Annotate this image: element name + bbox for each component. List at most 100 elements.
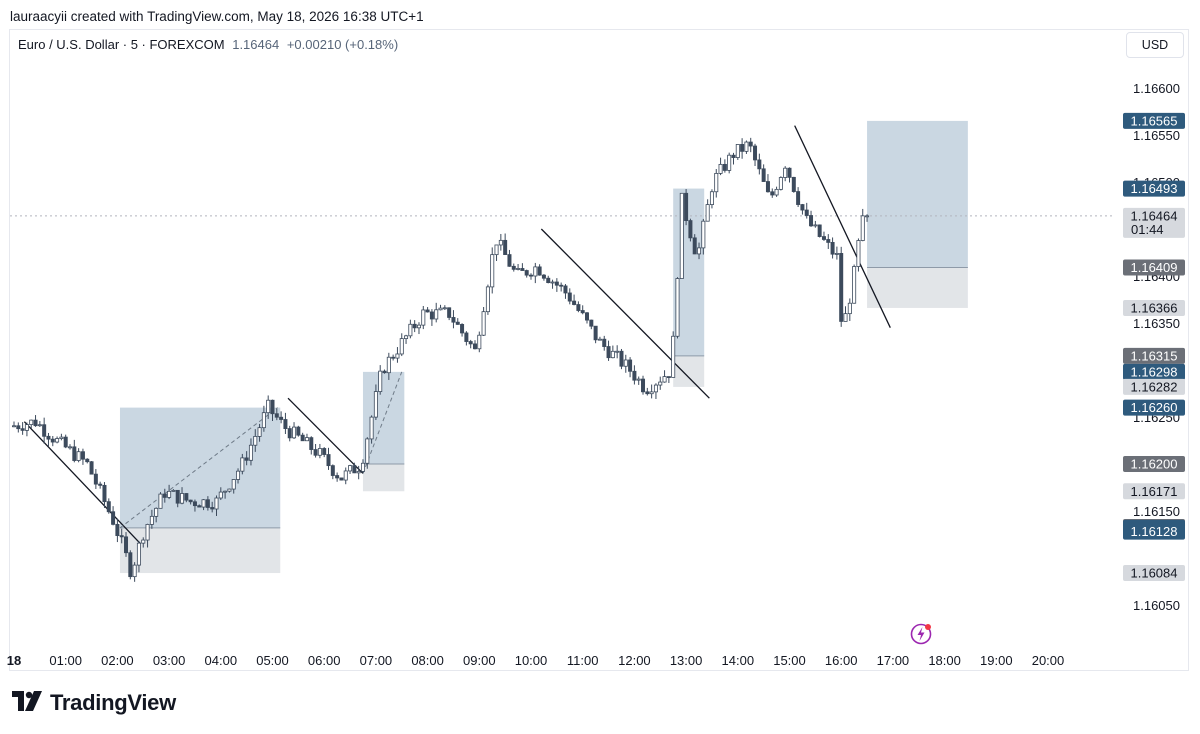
candle-body bbox=[692, 237, 697, 255]
candle-body bbox=[511, 265, 516, 270]
candle-body bbox=[37, 424, 42, 427]
price-label-text: 1.16493 bbox=[1131, 181, 1178, 196]
candle-body bbox=[675, 278, 680, 337]
price-label-text: 1.16171 bbox=[1131, 484, 1178, 499]
candle-body bbox=[348, 465, 353, 472]
candle-body bbox=[257, 427, 262, 437]
projection-path bbox=[119, 407, 278, 529]
candle-body bbox=[399, 338, 404, 355]
stop-zone[interactable] bbox=[119, 527, 281, 574]
candle-body bbox=[572, 300, 577, 305]
x-tick-label: 01:00 bbox=[49, 653, 82, 668]
candle-body bbox=[619, 350, 624, 367]
candle-body bbox=[300, 434, 305, 442]
x-tick-label: 03:00 bbox=[153, 653, 186, 668]
price-label-text: 1.16409 bbox=[1131, 260, 1178, 275]
candle-body bbox=[29, 419, 34, 426]
trendline[interactable] bbox=[540, 228, 710, 399]
candle-body bbox=[834, 253, 839, 255]
flash-icon[interactable] bbox=[910, 622, 934, 651]
candle-body bbox=[111, 511, 116, 525]
candle-body bbox=[223, 490, 228, 493]
x-tick-label: 09:00 bbox=[463, 653, 496, 668]
candle-body bbox=[567, 292, 572, 302]
candle-body bbox=[679, 192, 684, 279]
candle-body bbox=[783, 167, 788, 178]
candle-body bbox=[296, 426, 301, 436]
y-tick-label: 1.16150 bbox=[1133, 504, 1180, 519]
price-label bbox=[1123, 207, 1185, 238]
candle-body bbox=[24, 424, 29, 431]
candle-body bbox=[408, 323, 413, 337]
x-tick-label: 11:00 bbox=[567, 653, 599, 668]
candle-body bbox=[158, 493, 163, 509]
candle-body bbox=[796, 191, 801, 205]
candle-body bbox=[533, 266, 538, 277]
stop-zone[interactable] bbox=[867, 267, 968, 308]
candle-body bbox=[460, 324, 465, 334]
candle-body bbox=[438, 307, 443, 311]
candle-body bbox=[472, 343, 477, 350]
candle-body bbox=[649, 391, 654, 395]
tradingview-brand[interactable]: TradingView bbox=[12, 690, 176, 716]
currency-button[interactable]: USD bbox=[1126, 32, 1184, 58]
candle-body bbox=[42, 424, 47, 437]
symbol-legend[interactable]: Euro / U.S. Dollar · 5 · FOREXCOM 1.1646… bbox=[18, 37, 398, 52]
candle-body bbox=[520, 268, 525, 271]
candle-body bbox=[800, 204, 805, 211]
candle-body bbox=[507, 254, 512, 267]
candle-body bbox=[641, 378, 646, 393]
candle-body bbox=[210, 507, 215, 510]
candle-body bbox=[175, 489, 180, 504]
price-label bbox=[1123, 483, 1185, 500]
candle-body bbox=[369, 416, 374, 440]
candle-body bbox=[442, 307, 447, 310]
target-zone[interactable] bbox=[867, 120, 968, 268]
candle-body bbox=[576, 304, 581, 311]
trendline[interactable] bbox=[287, 397, 364, 474]
x-tick-label: 17:00 bbox=[877, 653, 910, 668]
candle-body bbox=[360, 462, 365, 472]
candle-body bbox=[731, 154, 736, 158]
stop-zone[interactable] bbox=[362, 464, 405, 492]
price-label bbox=[1123, 378, 1185, 395]
candle-body bbox=[666, 376, 671, 378]
candle-body bbox=[240, 457, 245, 472]
candle-body bbox=[322, 448, 327, 455]
x-tick-label: 02:00 bbox=[101, 653, 134, 668]
candle-body bbox=[270, 399, 275, 415]
price-label-text: 1.16366 bbox=[1131, 300, 1178, 315]
candle-body bbox=[494, 244, 499, 256]
candle-body bbox=[386, 356, 391, 374]
candle-body bbox=[550, 281, 555, 284]
candle-body bbox=[141, 539, 146, 544]
trendline[interactable] bbox=[794, 125, 891, 328]
candle-body bbox=[628, 359, 633, 372]
candle-body bbox=[68, 446, 73, 449]
candle-body bbox=[688, 220, 693, 239]
candle-body bbox=[856, 240, 861, 267]
candle-body bbox=[765, 181, 770, 193]
candle-body bbox=[455, 321, 460, 325]
candle-body bbox=[343, 470, 348, 481]
target-zone[interactable] bbox=[119, 407, 281, 528]
candle-body bbox=[813, 224, 818, 227]
candle-body bbox=[615, 350, 620, 353]
x-tick-label: 12:00 bbox=[618, 653, 651, 668]
candle-body bbox=[429, 311, 434, 320]
candle-body bbox=[136, 542, 141, 566]
x-tick-label: 14:00 bbox=[722, 653, 755, 668]
stop-zone[interactable] bbox=[673, 355, 705, 387]
y-tick-label: 1.16050 bbox=[1133, 598, 1180, 613]
candle-body bbox=[55, 438, 60, 443]
candle-body bbox=[395, 353, 400, 359]
x-tick-label: 18 bbox=[7, 653, 21, 668]
candle-body bbox=[757, 159, 762, 170]
candle-body bbox=[339, 477, 344, 481]
candle-body bbox=[559, 284, 564, 287]
candle-body bbox=[102, 484, 107, 503]
candle-body bbox=[162, 493, 167, 498]
x-tick-label: 07:00 bbox=[360, 653, 393, 668]
price-label bbox=[1123, 399, 1185, 416]
